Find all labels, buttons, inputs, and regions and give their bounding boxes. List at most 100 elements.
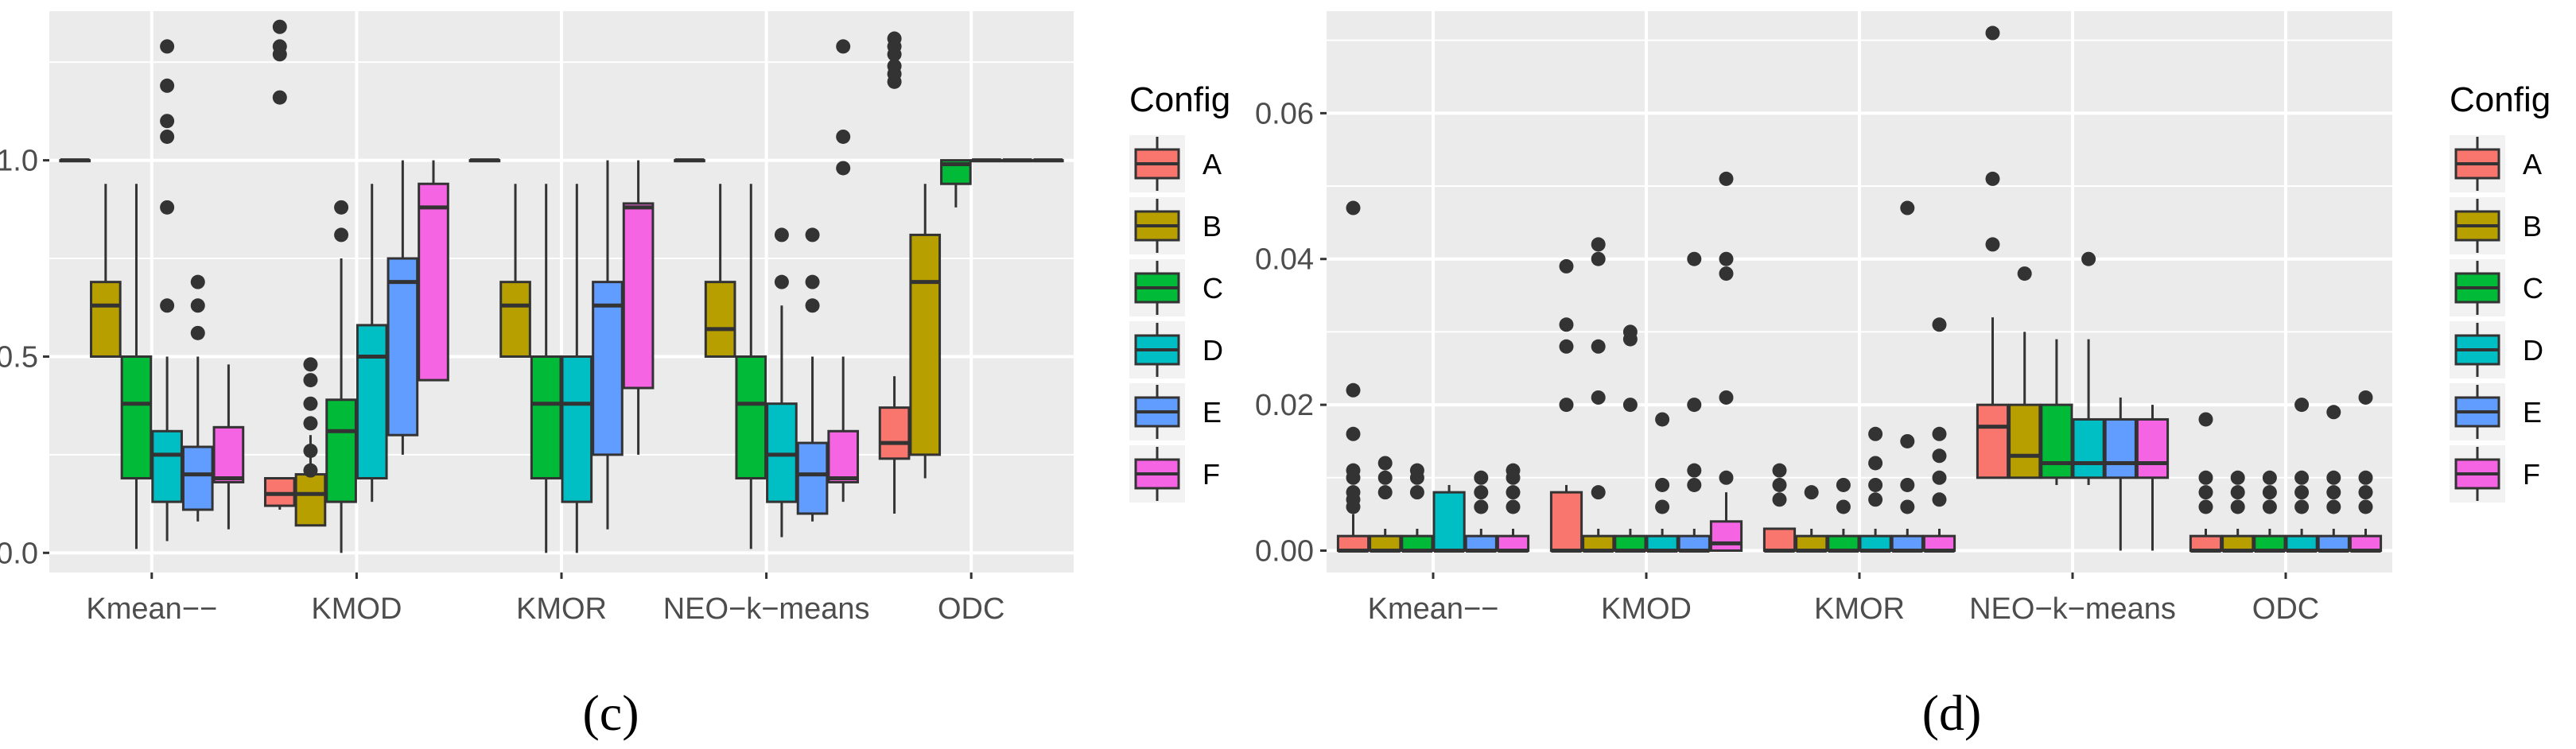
box-body [2317,534,2350,552]
x-tick-label: NEO−k−means [663,592,870,626]
legend-title: Config [1129,80,1230,119]
box-body [1795,534,1828,552]
box-body [704,281,736,358]
outlier-point [1346,200,1361,215]
box-D-3 [2072,251,2105,485]
box-B-3 [2008,266,2042,479]
box-body [356,324,388,480]
outlier-point [1719,390,1734,405]
box-body [1432,491,1466,552]
outlier-point [1346,485,1361,500]
box-C-1 [1614,324,1647,553]
x-tick-label: ODC [2252,592,2319,626]
outlier-point [2262,499,2277,514]
box-E-2 [1890,200,1924,553]
box-F-4 [2349,390,2383,553]
outlier-point [2358,390,2373,405]
box-body [561,355,593,503]
box-body [2135,417,2170,479]
outlier-point [1772,492,1787,507]
outlier-point [272,90,287,105]
outlier-point [774,274,789,289]
legend-item-C: C [1129,259,1223,316]
outlier-point [2230,470,2245,485]
legend-item-F: F [1129,445,1220,503]
box-A-3 [1976,25,2010,479]
box-B-0 [1369,456,1402,553]
outlier-point [2294,398,2310,413]
outlier-point [1719,251,1734,266]
outlier-point [1836,477,1851,492]
outlier-point [1719,266,1734,281]
outlier-point [1900,433,1915,448]
box-body [622,202,655,390]
legend-item-A: A [2450,135,2542,192]
outlier-point [836,161,851,176]
outlier-point [1868,492,1883,507]
outlier-point [2262,485,2277,500]
outlier-point [1687,398,1702,413]
outlier-point [2326,405,2341,420]
legend-label: B [2523,210,2542,243]
legend-item-B: B [2450,197,2542,254]
box-F-3 [827,39,860,503]
box-D-3 [766,227,798,537]
outlier-point [1932,426,1947,441]
outlier-point [1868,426,1883,441]
outlier-point [1655,499,1670,514]
box-body [1890,534,1924,552]
y-tick-label: 1.0 [0,145,38,178]
outlier-point [1900,477,1915,492]
box-D-0 [151,200,183,541]
legend-label: A [1203,148,1222,180]
box-E-2 [592,160,624,530]
box-A-1 [1549,258,1583,553]
box-body [2349,534,2383,552]
outlier-point [887,31,902,46]
box-B-2 [499,184,531,358]
outlier-point [160,298,175,313]
box-body [1827,534,1860,552]
outlier-point [887,59,902,74]
box-B-0 [90,184,122,358]
outlier-point [1932,492,1947,507]
outlier-point [2358,470,2373,485]
y-tick-label: 0.02 [1255,389,1314,422]
box-body [1401,534,1434,552]
box-body [1922,534,1956,552]
box-body [1859,534,1892,552]
outlier-point [1591,339,1606,354]
box-F-1 [418,160,449,382]
outlier-point [1719,470,1734,485]
outlier-point [1377,456,1393,471]
box-A-1 [263,19,296,510]
outlier-point [303,396,318,411]
outlier-point [2198,412,2213,427]
legend-label: F [2523,458,2540,491]
box-A-0 [1336,200,1370,553]
box-body [2285,534,2318,552]
outlier-point [1836,499,1851,514]
x-tick-label: KMOR [516,592,607,626]
legend-item-B: B [1129,197,1222,254]
outlier-point [334,200,349,215]
legend-item-D: D [1129,321,1223,378]
outlier-point [1506,485,1521,500]
box-body [499,281,531,358]
outlier-point [1622,398,1638,413]
box-C-4 [940,159,972,208]
box-E-3 [2104,397,2137,551]
outlier-point [1932,448,1947,464]
box-body [530,355,562,480]
outlier-point [1772,477,1787,492]
box-body [592,281,624,456]
box-D-2 [561,184,593,553]
box-body [1976,403,2010,479]
outlier-point [1409,485,1424,500]
box-B-4 [2221,470,2255,553]
outlier-point [303,463,318,478]
outlier-point [1409,463,1424,478]
box-E-4 [2317,405,2350,553]
y-tick-label: 0.00 [1255,534,1314,568]
